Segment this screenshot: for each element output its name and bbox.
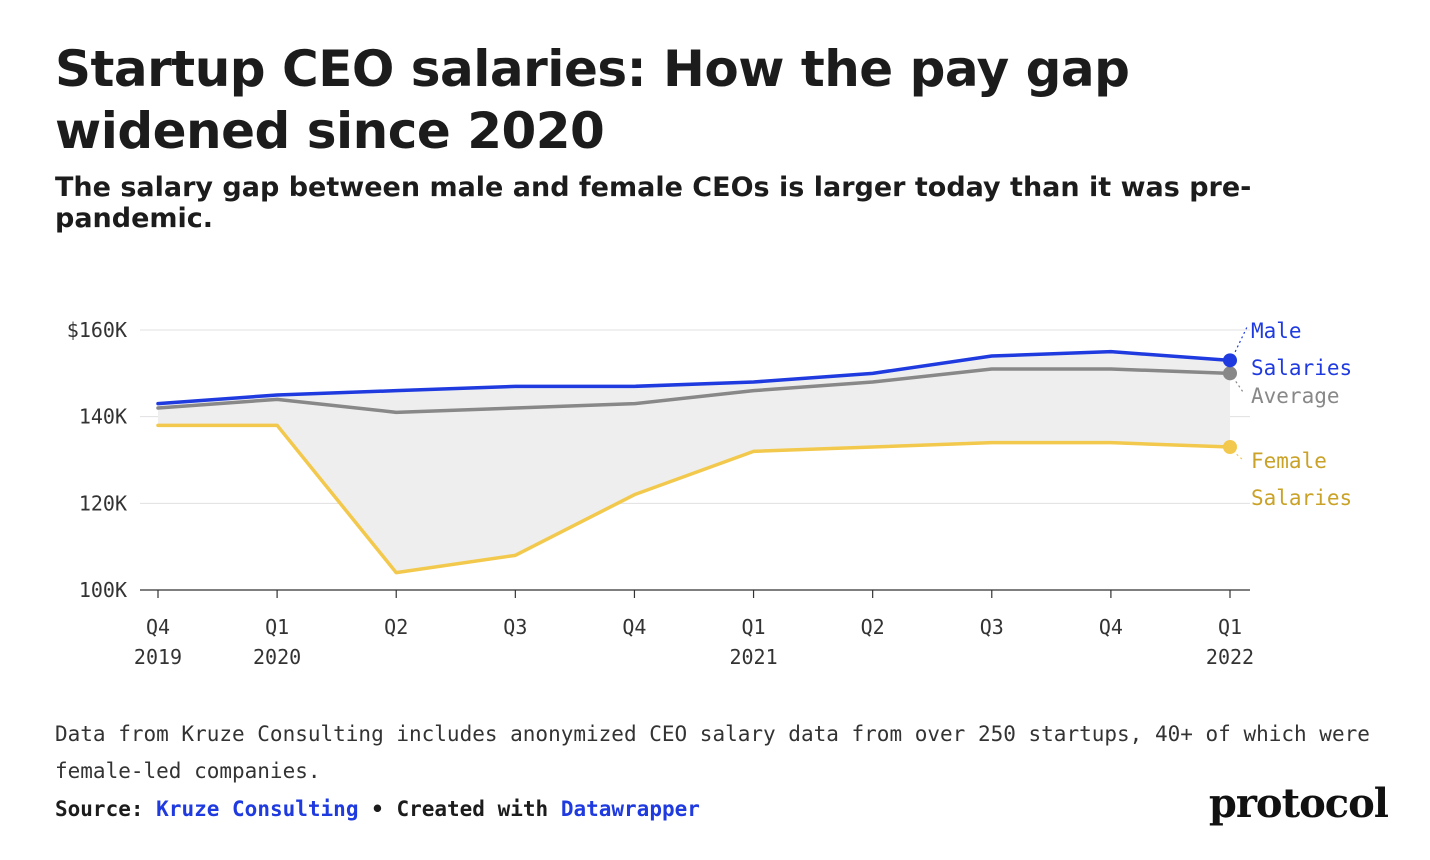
y-tick-label: 100K bbox=[79, 578, 127, 602]
y-tick-label: 140K bbox=[79, 405, 127, 429]
series-line-female-salaries bbox=[156, 423, 1232, 575]
series-label-female-salaries: Salaries bbox=[1251, 486, 1352, 510]
x-tick-label: Q1 bbox=[742, 615, 766, 639]
y-tick-label: 120K bbox=[79, 491, 127, 515]
created-prefix: Created with bbox=[396, 797, 549, 821]
gap-fill bbox=[158, 351, 1230, 573]
protocol-logo: protocol bbox=[1208, 780, 1389, 827]
gap-area bbox=[158, 351, 1230, 573]
source-line: Source: Kruze Consulting • Created with … bbox=[55, 797, 700, 821]
x-tick-label: Q4 bbox=[146, 615, 170, 639]
separator-dot: • bbox=[371, 797, 384, 821]
line-chart: 100K 120K 140K $160K Q4 2019 Q1 2020 Q2 Q3 Q4 Q1 202… bbox=[67, 318, 1352, 669]
x-tick-label: Q4 bbox=[1099, 615, 1123, 639]
x-tick-label: Q1 bbox=[1218, 615, 1242, 639]
source-prefix: Source: bbox=[55, 797, 144, 821]
x-tick-label: Q1 bbox=[265, 615, 289, 639]
end-dot-male-salaries bbox=[1223, 353, 1237, 368]
chart-title: Startup CEO salaries: How the pay gap wi… bbox=[55, 40, 1130, 160]
label-leader bbox=[1232, 450, 1244, 461]
x-tick-year-label: 2020 bbox=[253, 645, 301, 669]
series-label-male-salaries: Salaries bbox=[1251, 356, 1352, 380]
label-leader bbox=[1232, 376, 1244, 393]
series-label-average: Average bbox=[1251, 384, 1340, 408]
series-line-male-salaries bbox=[156, 349, 1232, 406]
series-labels: Male Salaries Average Female Salaries bbox=[1232, 319, 1352, 510]
x-tick-year-label: 2019 bbox=[134, 645, 182, 669]
x-tick-year-label: 2022 bbox=[1206, 645, 1254, 669]
x-tick-label: Q2 bbox=[861, 615, 885, 639]
series-label-female-salaries: Female bbox=[1251, 449, 1327, 473]
series-lines bbox=[156, 349, 1237, 575]
label-leader bbox=[1232, 324, 1249, 357]
chart-subtitle: The salary gap between male and female C… bbox=[55, 172, 1252, 234]
x-tick-label: Q3 bbox=[503, 615, 527, 639]
end-dot-female-salaries bbox=[1223, 440, 1237, 454]
axis-ticks: 100K 120K 140K $160K Q4 2019 Q1 2020 Q2 Q3 Q4 Q1 202… bbox=[67, 318, 1254, 669]
x-tick-label: Q3 bbox=[980, 615, 1004, 639]
x-tick-label: Q4 bbox=[622, 615, 646, 639]
end-dot-average bbox=[1223, 366, 1237, 381]
x-tick-year-label: 2021 bbox=[729, 645, 777, 669]
chart-notes: Data from Kruze Consulting includes anon… bbox=[55, 722, 1370, 783]
series-line-average bbox=[156, 367, 1232, 415]
y-tick-label: $160K bbox=[67, 318, 127, 342]
datawrapper-link[interactable]: Datawrapper bbox=[560, 797, 700, 821]
x-tick-label: Q2 bbox=[384, 615, 408, 639]
series-label-male-salaries: Male bbox=[1251, 319, 1302, 343]
source-link[interactable]: Kruze Consulting bbox=[156, 797, 359, 821]
